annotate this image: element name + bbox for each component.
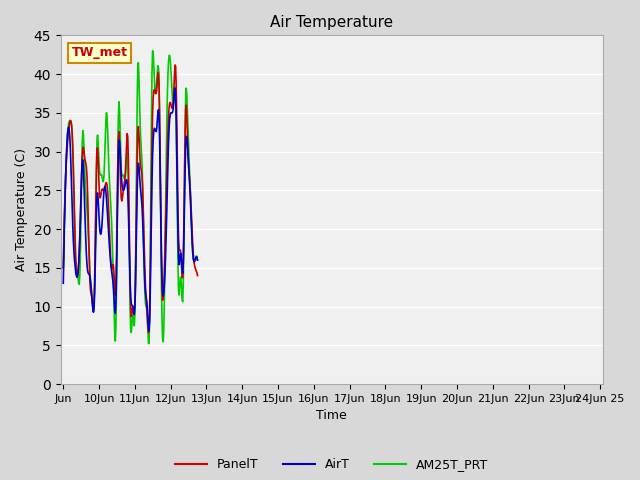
Text: TW_met: TW_met (72, 46, 128, 59)
Title: Air Temperature: Air Temperature (270, 15, 393, 30)
X-axis label: Time: Time (316, 409, 347, 422)
Legend: PanelT, AirT, AM25T_PRT: PanelT, AirT, AM25T_PRT (170, 453, 493, 476)
Y-axis label: Air Temperature (C): Air Temperature (C) (15, 148, 28, 271)
